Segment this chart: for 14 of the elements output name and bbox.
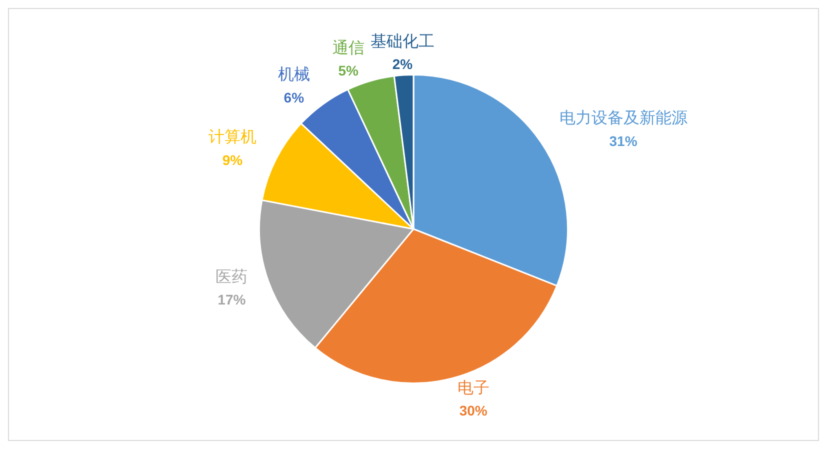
data-label: 2% (392, 56, 414, 72)
data-label: 5% (338, 62, 359, 79)
data-label: 31% (609, 132, 638, 149)
data-label: 6% (284, 89, 305, 106)
data-label: 30% (459, 402, 488, 419)
slice-label: 通信 (332, 38, 364, 57)
slice-label: 计算机 (208, 127, 256, 146)
slice-label: 电力设备及新能源 (559, 108, 688, 128)
slice-label: 机械 (278, 64, 310, 84)
slice-label: 医药 (216, 266, 248, 286)
slice-label: 基础化工 (370, 31, 434, 50)
data-label: 9% (222, 152, 244, 168)
slice-label: 电子 (457, 378, 490, 397)
data-label: 17% (218, 292, 246, 308)
